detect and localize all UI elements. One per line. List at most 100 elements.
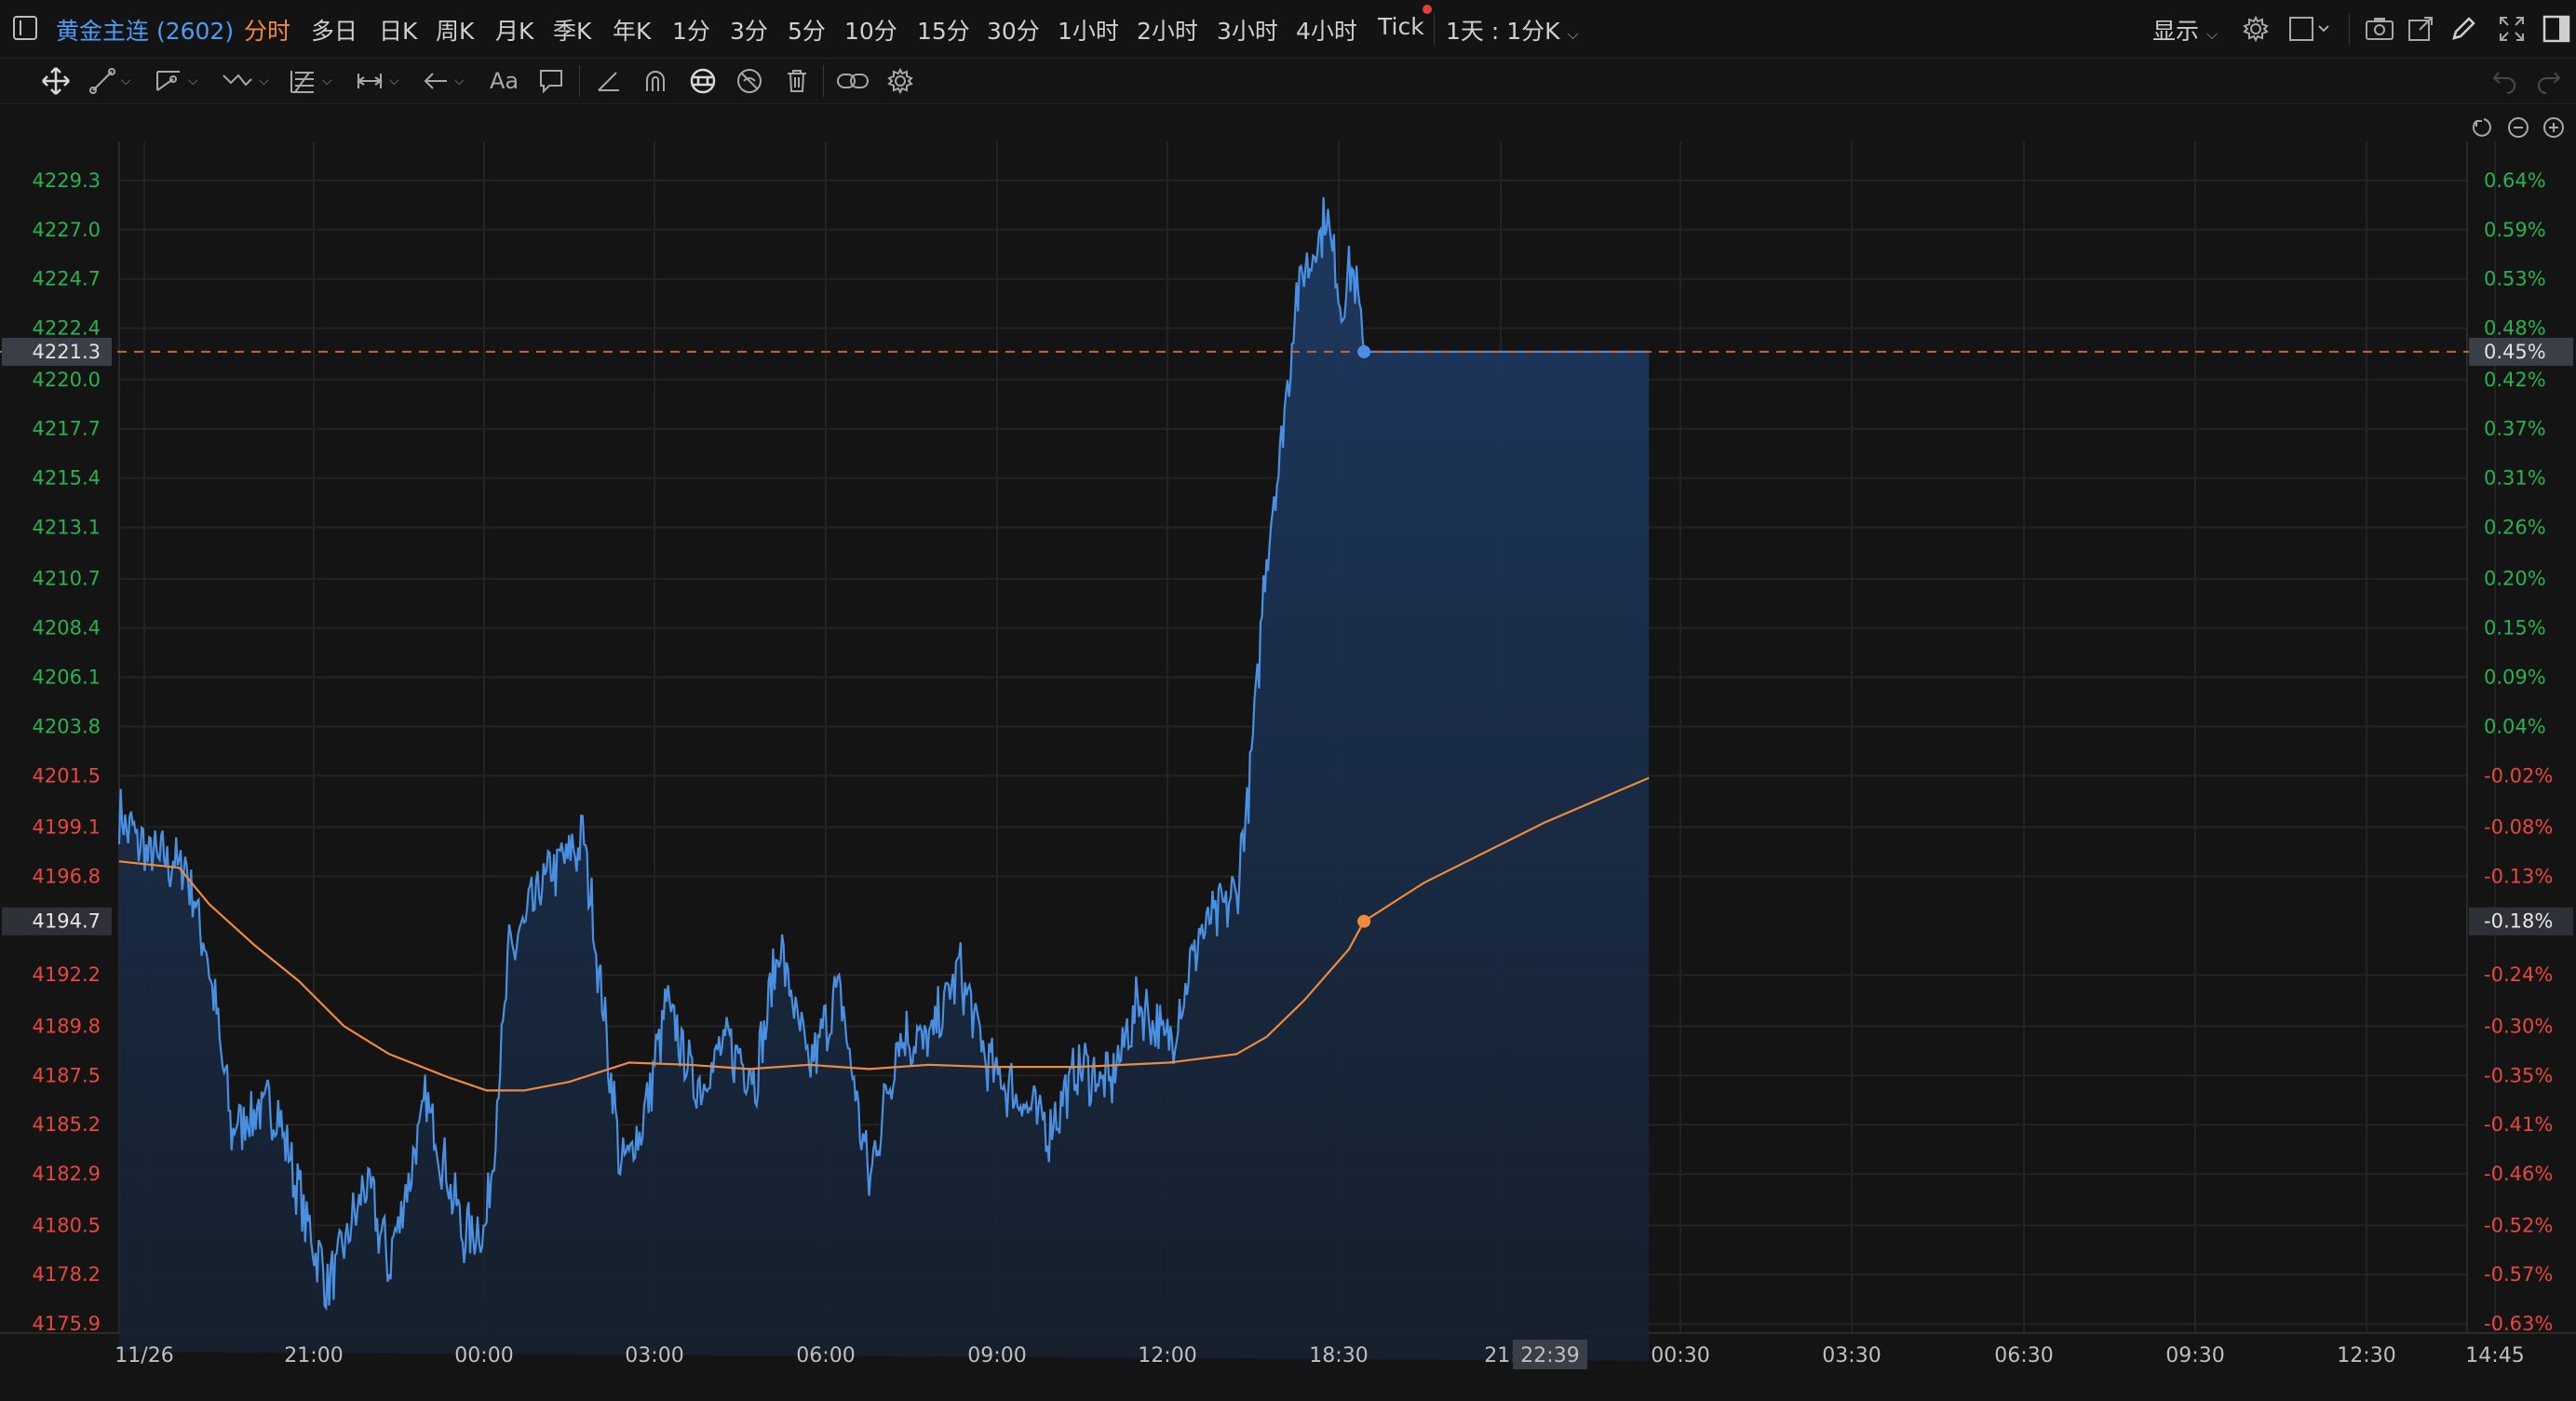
gear-icon[interactable] [886,65,914,97]
chart-area[interactable]: 4229.3 4227.0 4224.7 4222.4 4220.0 4217.7 4215… [0,104,2576,1397]
timeframe-tab[interactable]: 多日 [311,18,358,45]
timeframe-tab[interactable]: 季K [553,18,592,45]
percent-tick-label: 0.48% [2484,317,2546,340]
percent-tick-label: 0.09% [2484,667,2546,689]
percent-tick-label: -0.57% [2484,1263,2553,1286]
percent-axis-labels: 0.64% 0.59% 0.53% 0.48% 0.42% 0.37% 0.31% 0.26%… [2469,169,2573,1335]
timeframe-tab[interactable]: 分时 [244,18,291,45]
day-mode-select[interactable]: 1天 : 1分K ⌵ [1446,13,1579,47]
camera-icon[interactable] [2365,16,2394,42]
percent-tick-label: -0.63% [2484,1313,2553,1335]
magnet-icon[interactable] [642,65,668,97]
arrow-tool-icon[interactable]: ⌵ [423,65,465,97]
timeframe-tab[interactable]: 10分 [844,18,897,45]
pencil-icon[interactable] [2449,15,2477,43]
percent-tick-label: -0.02% [2484,764,2553,787]
percent-tick-label: -0.08% [2484,816,2553,839]
drawing-toolbar: ⌵ ⌵ ⌵ ⌵ ⌵ ⌵ Aa [0,59,2576,104]
fib-tool-icon[interactable]: ⌵ [289,65,332,97]
timeframe-tab[interactable]: 5分 [788,18,826,45]
timeframe-tab[interactable]: 2小时 [1137,18,1198,45]
link-icon[interactable] [836,65,870,97]
zoom-in-icon-circle [2543,117,2564,138]
percent-tick-label: -0.35% [2484,1064,2553,1086]
intraday-chart[interactable]: 4229.3 4227.0 4224.7 4222.4 4220.0 4217.7 4215… [0,104,2576,1397]
settings-icon[interactable] [2242,15,2270,43]
lock-drawings-icon[interactable] [689,65,717,97]
time-tick-label: 00:30 [1651,1344,1709,1367]
price-tick-label: 4175.9 [33,1313,101,1335]
channel-tool-icon[interactable]: ⌵ [155,65,198,97]
price-tick-label: 4220.0 [33,369,101,391]
timeframe-tab[interactable]: 3分 [730,18,768,45]
time-tick-label: 14:45 [2465,1344,2524,1367]
price-tick-label: 4192.2 [33,963,101,986]
timeframe-tab[interactable]: 周K [436,18,475,45]
external-link-icon[interactable] [2407,15,2434,43]
time-tick-label: 21:00 [284,1344,343,1367]
timeframe-tab[interactable]: Tick [1378,13,1424,40]
zoom-out-icon[interactable] [2508,117,2529,138]
percent-tick-label: 0.53% [2484,268,2546,290]
side-panel-icon[interactable] [2542,15,2570,43]
price-tick-label: 4217.7 [33,418,101,440]
undo-icon[interactable] [2491,65,2517,97]
hide-drawings-icon[interactable] [735,65,763,97]
panel-toggle-icon[interactable] [13,16,37,40]
timeframe-tab[interactable]: 1小时 [1058,18,1119,45]
measure-tool-icon[interactable]: ⌵ [356,65,399,97]
percent-tick-label: 0.42% [2484,369,2546,391]
percent-tick-label: 0.31% [2484,467,2546,490]
avg-price-tag [2,907,112,936]
avg-price-line [118,776,1650,1092]
percent-tick-label: 0.59% [2484,219,2546,241]
day-mode-label: 1天 : 1分K [1446,18,1560,45]
time-tick-label: 11/26 [115,1344,173,1367]
comment-icon[interactable] [538,65,564,97]
timeframe-tab[interactable]: 日K [379,18,418,45]
angle-icon[interactable] [596,65,622,97]
trash-icon[interactable] [784,65,810,97]
pattern-tool-icon[interactable]: ⌵ [222,65,269,97]
time-tick-label: 09:00 [967,1344,1026,1367]
display-dropdown[interactable]: 显示 ⌵ [2152,13,2218,47]
price-tick-label: 4213.1 [33,517,101,539]
percent-tick-label: 0.04% [2484,715,2546,737]
price-tick-label: 4199.1 [33,816,101,839]
price-tick-label: 4227.0 [33,219,101,241]
time-tick-label: 00:00 [454,1344,513,1367]
percent-tick-label: -0.13% [2484,865,2553,887]
reset-icon[interactable] [2472,118,2491,137]
move-icon[interactable] [41,65,71,97]
price-tick-label: 4206.1 [33,667,101,689]
layout-icon[interactable] [2289,16,2332,42]
separator [823,65,824,97]
time-tick-label: 12:30 [2337,1344,2395,1367]
zoom-in-icon[interactable] [2543,117,2564,138]
line-tool-icon[interactable]: ⌵ [89,65,131,97]
separator [1434,13,1435,45]
timeframe-tab[interactable]: 15分 [917,18,970,45]
price-tick-label: 4210.7 [33,568,101,590]
price-tick-label: 4215.4 [33,467,101,490]
timeframe-tab[interactable]: 3小时 [1217,18,1278,45]
percent-tick-label: 0.20% [2484,568,2546,590]
fullscreen-icon[interactable] [2498,15,2526,43]
time-tick-label: 06:00 [796,1344,855,1367]
zoom-controls [2472,117,2564,138]
timeframe-tab[interactable]: 4小时 [1296,18,1357,45]
time-tick-label: 06:30 [1994,1344,2053,1367]
separator [579,65,580,97]
redo-icon[interactable] [2536,65,2562,97]
timeframe-tab[interactable]: 1分 [672,18,710,45]
avg-pct-tag [2469,907,2573,936]
price-tick-label: 4180.5 [33,1214,101,1236]
percent-tick-label: 0.26% [2484,517,2546,539]
text-tool-icon[interactable]: Aa [490,65,519,97]
timeframe-tab[interactable]: 30分 [987,18,1040,45]
price-tick-label: 4187.5 [33,1064,101,1086]
time-tick-label: 03:30 [1822,1344,1881,1367]
timeframe-tab[interactable]: 年K [613,18,652,45]
timeframe-tab[interactable]: 月K [495,18,534,45]
symbol-title[interactable]: 黄金主连 (2602) [56,18,235,45]
